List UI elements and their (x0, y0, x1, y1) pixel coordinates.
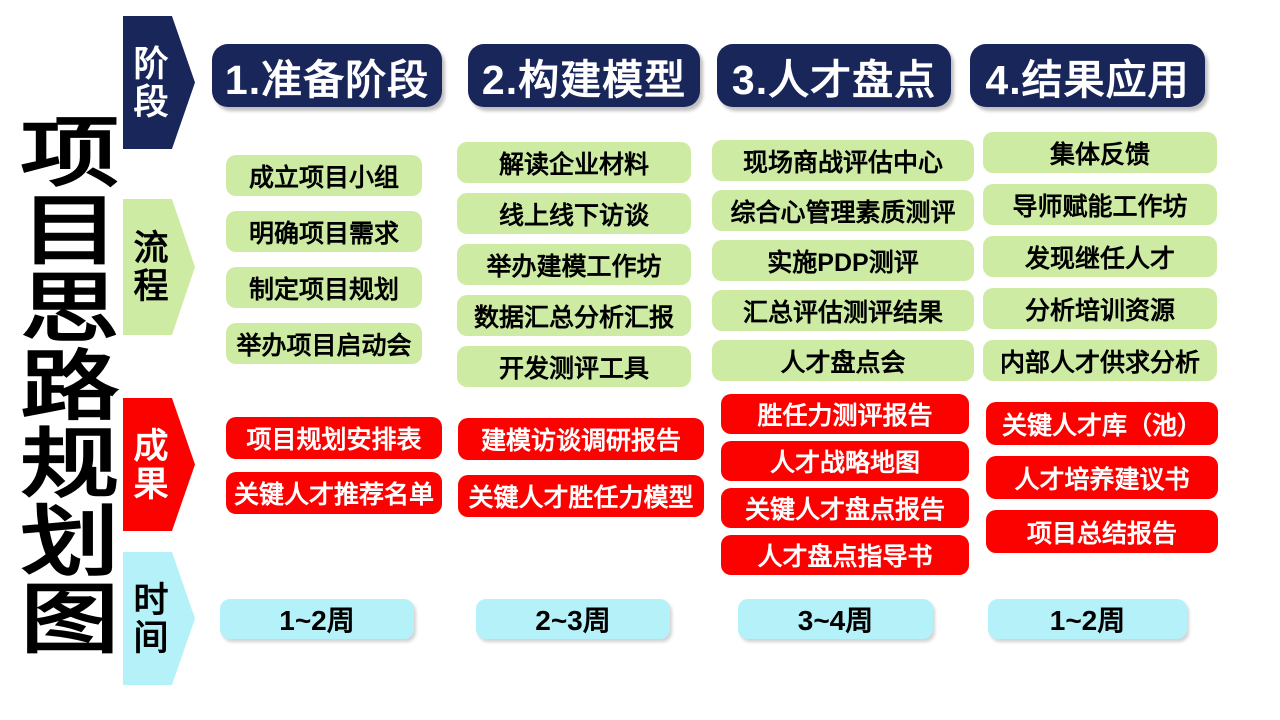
row-label-results: 成果 (128, 426, 168, 503)
process-step: 人才盘点会 (712, 340, 974, 381)
process-step: 制定项目规划 (226, 267, 422, 308)
process-step: 导师赋能工作坊 (983, 184, 1217, 225)
process-list-col2: 解读企业材料 线上线下访谈 举办建模工作坊 数据汇总分析汇报 开发测评工具 (457, 142, 691, 387)
process-step: 解读企业材料 (457, 142, 691, 183)
result-item: 人才培养建议书 (986, 456, 1218, 499)
process-step: 内部人才供求分析 (983, 340, 1217, 381)
result-item: 项目规划安排表 (226, 417, 442, 459)
process-step: 现场商战评估中心 (712, 140, 974, 181)
result-item: 人才战略地图 (721, 441, 969, 481)
process-step: 举办建模工作坊 (457, 244, 691, 285)
process-step: 明确项目需求 (226, 211, 422, 252)
row-label-process: 流程 (128, 229, 168, 305)
column-header-4: 4.结果应用 (970, 44, 1205, 107)
row-label-time: 时间 (128, 580, 168, 657)
result-item: 关键人才库（池） (986, 402, 1218, 445)
result-item: 人才盘点指导书 (721, 535, 969, 575)
result-item: 胜任力测评报告 (721, 394, 969, 434)
time-box-col1: 1~2周 (220, 599, 414, 639)
process-step: 分析培训资源 (983, 288, 1217, 329)
process-step: 发现继任人才 (983, 236, 1217, 277)
result-item: 关键人才胜任力模型 (458, 475, 704, 517)
result-item: 关键人才推荐名单 (226, 472, 442, 514)
row-label-process-arrow: 流程 (123, 199, 195, 335)
results-list-col1: 项目规划安排表 关键人才推荐名单 (226, 417, 442, 514)
results-list-col3: 胜任力测评报告 人才战略地图 关键人才盘点报告 人才盘点指导书 (721, 394, 969, 575)
process-step: 举办项目启动会 (226, 323, 422, 364)
row-label-results-arrow: 成果 (123, 398, 195, 531)
column-header-1: 1.准备阶段 (212, 44, 442, 107)
process-step: 开发测评工具 (457, 346, 691, 387)
process-step: 数据汇总分析汇报 (457, 295, 691, 336)
process-step: 成立项目小组 (226, 155, 422, 196)
time-box-col2: 2~3周 (476, 599, 670, 639)
result-item: 建模访谈调研报告 (458, 418, 704, 460)
result-item: 关键人才盘点报告 (721, 488, 969, 528)
process-list-col3: 现场商战评估中心 综合心管理素质测评 实施PDP测评 汇总评估测评结果 人才盘点会 (712, 140, 974, 381)
process-step: 汇总评估测评结果 (712, 290, 974, 331)
time-box-col4: 1~2周 (988, 599, 1187, 639)
column-header-3: 3.人才盘点 (717, 44, 951, 107)
page-title: 项目思路规划图 (4, 112, 116, 657)
results-list-col2: 建模访谈调研报告 关键人才胜任力模型 (458, 418, 704, 517)
row-label-time-arrow: 时间 (123, 552, 195, 685)
row-label-stage: 阶段 (128, 44, 168, 121)
process-step: 集体反馈 (983, 132, 1217, 173)
process-list-col1: 成立项目小组 明确项目需求 制定项目规划 举办项目启动会 (226, 155, 422, 364)
time-box-col3: 3~4周 (738, 599, 933, 639)
results-list-col4: 关键人才库（池） 人才培养建议书 项目总结报告 (986, 402, 1218, 553)
row-label-stage-arrow: 阶段 (123, 16, 195, 149)
column-header-2: 2.构建模型 (468, 44, 700, 107)
process-step: 实施PDP测评 (712, 240, 974, 281)
process-step: 线上线下访谈 (457, 193, 691, 234)
process-list-col4: 集体反馈导师赋能工作坊 发现继任人才 分析培训资源 内部人才供求分析 (983, 132, 1217, 381)
result-item: 项目总结报告 (986, 510, 1218, 553)
process-step: 综合心管理素质测评 (712, 190, 974, 231)
